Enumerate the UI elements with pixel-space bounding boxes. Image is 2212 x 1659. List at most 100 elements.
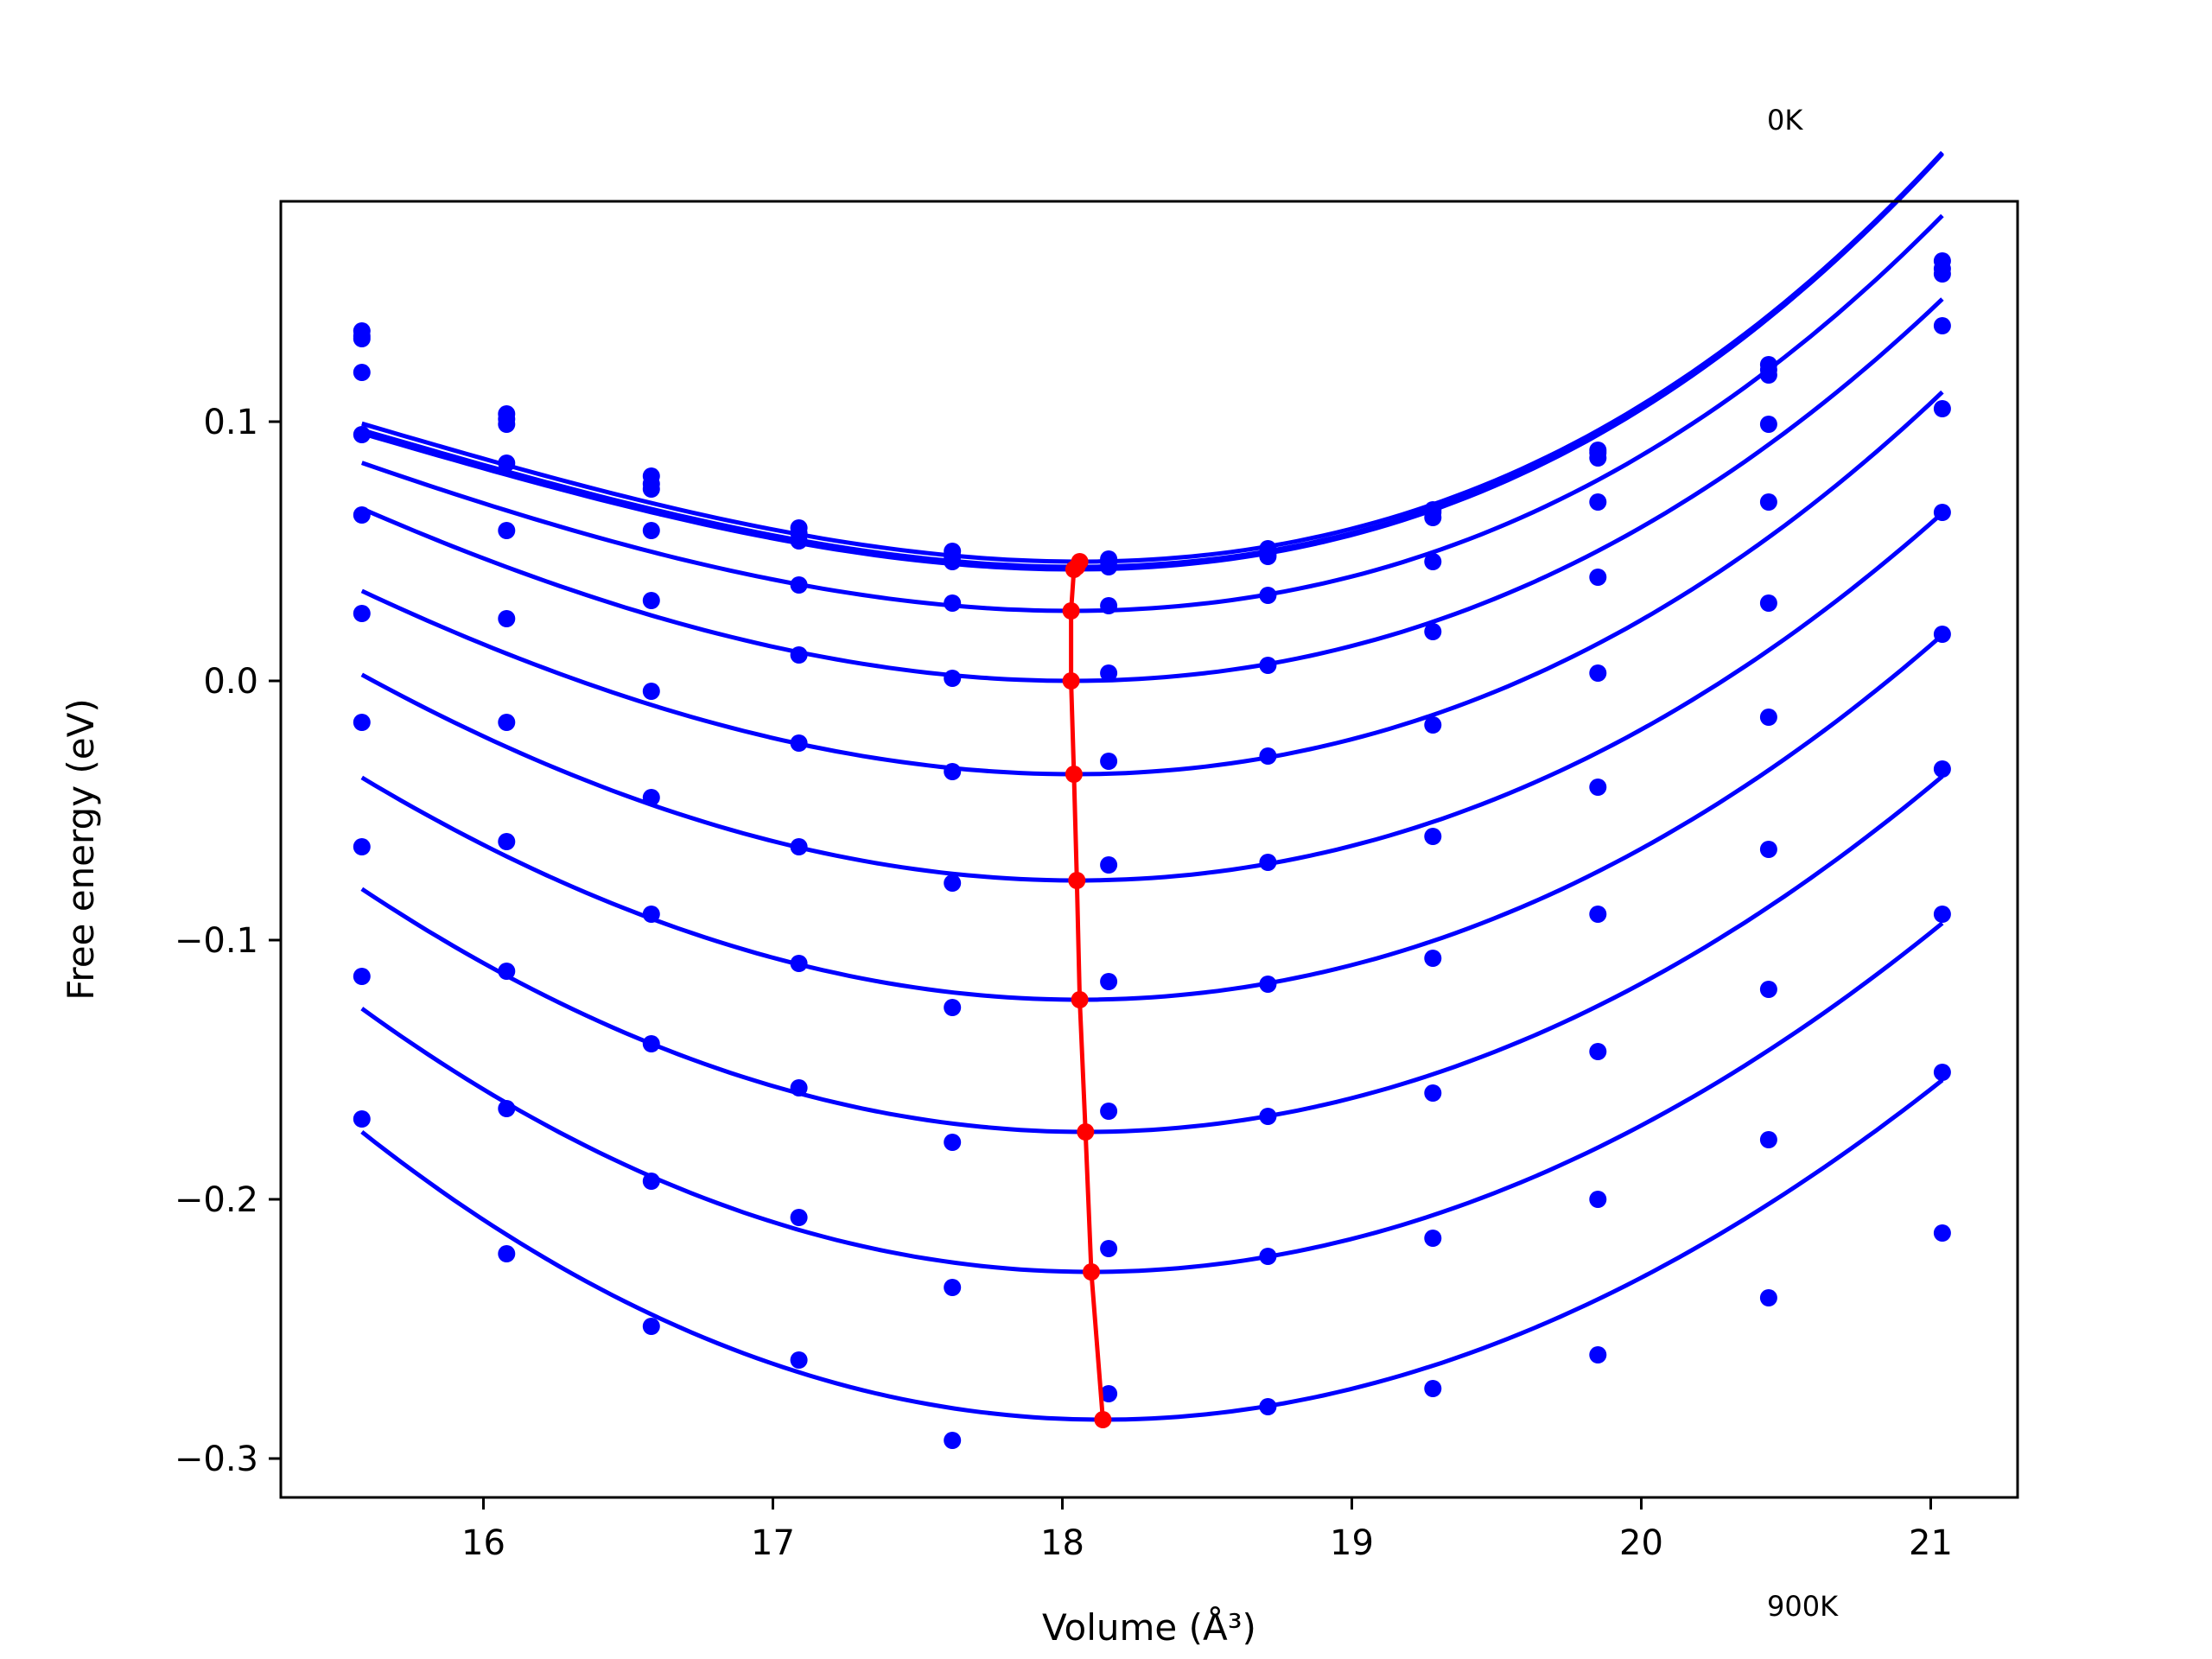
data-point-8-3 <box>790 1079 808 1096</box>
data-point-10-8 <box>1589 1346 1607 1363</box>
x-tick-label-1: 17 <box>751 1523 795 1563</box>
data-point-5-3 <box>790 734 808 752</box>
y-tick-label-2: −0.1 <box>175 921 258 961</box>
data-point-2-1 <box>498 416 516 433</box>
data-point-9-7 <box>1424 1230 1442 1247</box>
x-tick-label-0: 16 <box>461 1523 505 1563</box>
data-point-5-9 <box>1759 594 1777 612</box>
fit-curve-6 <box>360 511 1944 883</box>
data-point-2-9 <box>1759 366 1777 384</box>
data-point-8-10 <box>1933 906 1951 923</box>
data-point-5-1 <box>498 610 516 627</box>
data-point-9-10 <box>1933 1064 1951 1081</box>
minimum-point-8 <box>1077 1123 1095 1141</box>
data-point-7-4 <box>944 999 962 1016</box>
data-point-10-1 <box>498 1245 516 1262</box>
data-point-3-8 <box>1589 493 1607 511</box>
annotation-0k: 0K <box>1767 104 1803 137</box>
fit-curve-8 <box>360 774 1944 1135</box>
y-axis-ticks: 0.1 0.0 −0.1 −0.2 −0.3 <box>175 403 281 1479</box>
data-point-4-5 <box>1100 664 1118 682</box>
data-point-3-2 <box>642 522 660 539</box>
fit-curves <box>360 150 1944 1422</box>
data-point-7-6 <box>1259 976 1277 993</box>
data-point-8-9 <box>1759 981 1777 998</box>
data-point-5-10 <box>1933 504 1951 521</box>
data-point-10-9 <box>1759 1289 1777 1306</box>
data-point-6-0 <box>353 605 371 622</box>
fit-curve-7 <box>360 633 1944 1002</box>
minimum-point-3 <box>1062 602 1080 620</box>
data-point-5-4 <box>944 763 962 780</box>
data-point-7-7 <box>1424 950 1442 967</box>
data-point-9-3 <box>790 1209 808 1226</box>
data-point-6-1 <box>498 714 516 731</box>
data-point-10-5 <box>1100 1385 1118 1402</box>
data-point-6-6 <box>1259 854 1277 871</box>
data-point-9-9 <box>1759 1131 1777 1148</box>
data-point-3-5 <box>1100 597 1118 614</box>
fit-curve-9 <box>360 921 1944 1274</box>
data-point-7-10 <box>1933 760 1951 778</box>
fit-curve-10 <box>360 1078 1944 1422</box>
minimum-point-9 <box>1083 1263 1100 1281</box>
data-point-8-6 <box>1259 1108 1277 1125</box>
data-point-3-7 <box>1424 553 1442 570</box>
data-point-7-9 <box>1759 841 1777 858</box>
data-point-7-8 <box>1589 906 1607 923</box>
data-point-3-3 <box>790 576 808 594</box>
data-point-6-5 <box>1100 856 1118 874</box>
data-point-4-9 <box>1759 493 1777 511</box>
data-point-6-9 <box>1759 709 1777 726</box>
fit-curve-0 <box>361 150 1944 564</box>
data-point-4-10 <box>1933 400 1951 417</box>
x-tick-label-5: 21 <box>1909 1523 1953 1563</box>
x-axis-ticks: 16 17 18 19 20 21 <box>461 1497 1953 1563</box>
data-point-6-8 <box>1589 779 1607 796</box>
minimum-point-4 <box>1062 672 1080 690</box>
data-point-10-7 <box>1424 1380 1442 1397</box>
data-point-9-5 <box>1100 1240 1118 1257</box>
data-point-3-4 <box>944 594 962 612</box>
data-point-8-4 <box>944 1134 962 1151</box>
data-point-2-8 <box>1589 449 1607 467</box>
minimum-point-10 <box>1094 1411 1112 1428</box>
data-point-5-5 <box>1100 753 1118 770</box>
data-points <box>353 252 1951 1449</box>
data-point-4-4 <box>944 670 962 687</box>
data-point-8-5 <box>1100 1103 1118 1120</box>
data-point-2-10 <box>1933 265 1951 283</box>
y-tick-label-1: 0.0 <box>203 662 258 702</box>
data-point-2-7 <box>1424 509 1442 526</box>
minima-line-group <box>1062 553 1112 1428</box>
minimum-point-6 <box>1068 872 1086 889</box>
data-point-6-3 <box>790 838 808 855</box>
fit-curve-2 <box>361 151 1944 572</box>
fit-curve-4 <box>360 297 1944 683</box>
data-point-2-0 <box>353 330 371 347</box>
x-tick-label-2: 18 <box>1040 1523 1084 1563</box>
data-point-8-0 <box>353 838 371 855</box>
data-point-3-1 <box>498 454 516 472</box>
data-point-2-5 <box>1100 558 1118 575</box>
data-point-9-4 <box>944 1279 962 1296</box>
data-point-8-8 <box>1589 1043 1607 1060</box>
data-point-2-6 <box>1259 548 1277 565</box>
y-tick-label-0: 0.1 <box>203 403 258 442</box>
data-point-9-0 <box>353 968 371 985</box>
fit-curve-3 <box>360 213 1944 613</box>
data-point-8-2 <box>642 1035 660 1052</box>
data-point-4-3 <box>790 646 808 664</box>
data-point-6-10 <box>1933 626 1951 643</box>
data-point-6-7 <box>1424 828 1442 845</box>
data-point-2-2 <box>642 480 660 498</box>
data-point-3-9 <box>1759 416 1777 433</box>
data-point-2-4 <box>944 553 962 570</box>
data-point-7-5 <box>1100 973 1118 990</box>
data-point-10-4 <box>944 1432 962 1449</box>
data-point-5-7 <box>1424 716 1442 734</box>
data-point-10-10 <box>1933 1224 1951 1242</box>
data-point-3-6 <box>1259 587 1277 604</box>
data-point-4-8 <box>1589 569 1607 586</box>
